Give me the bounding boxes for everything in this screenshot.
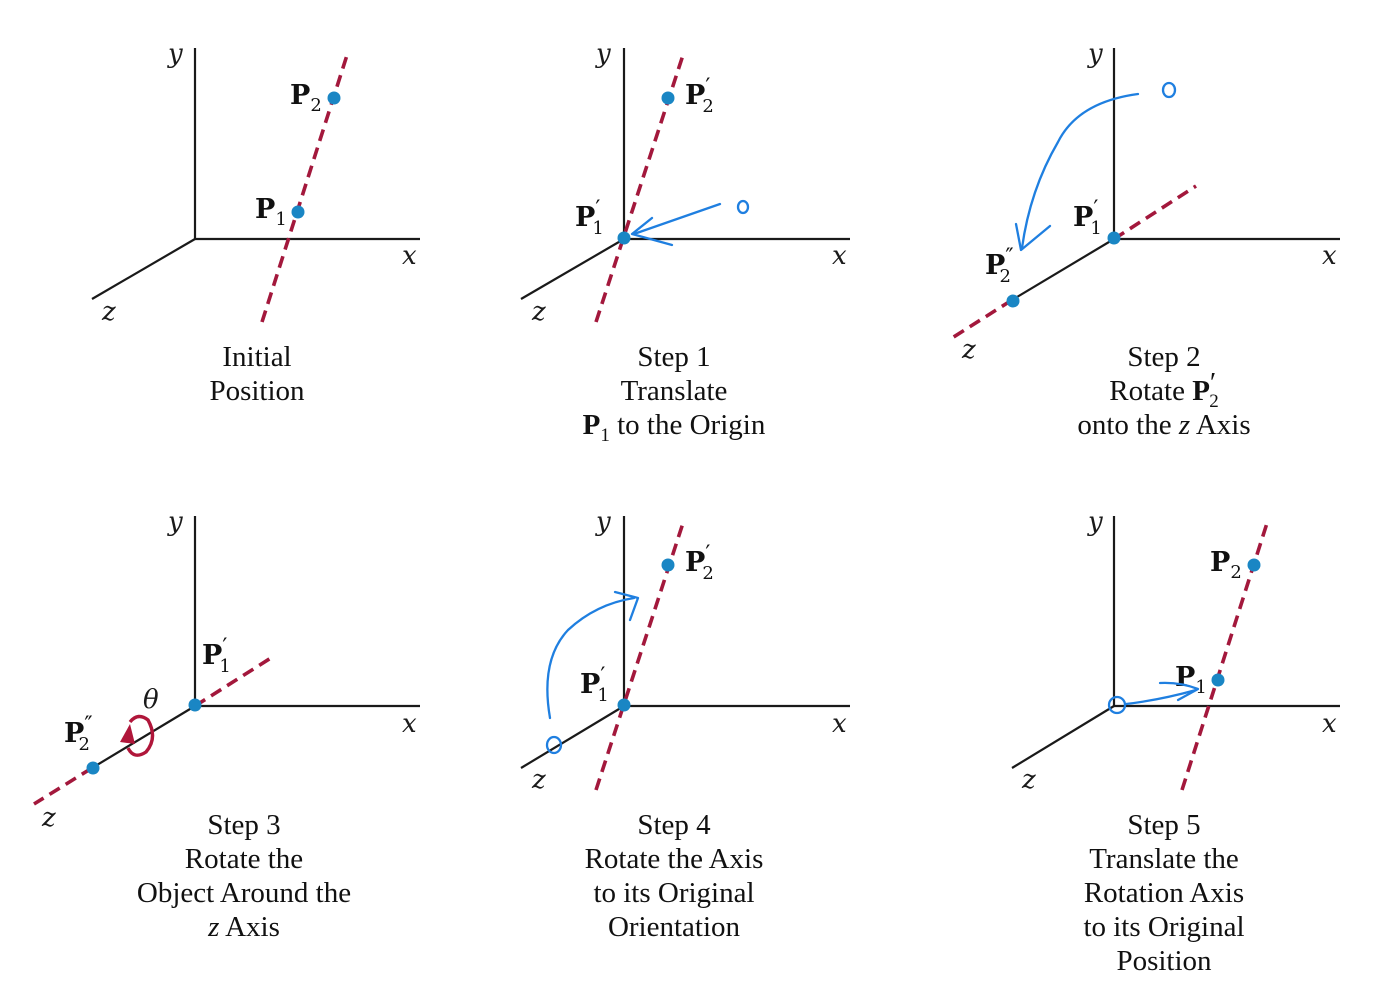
y-axis-label: y bbox=[167, 507, 183, 537]
caption-line-1: Initial bbox=[222, 341, 291, 373]
label-p1-prime: P′ 1 bbox=[580, 664, 609, 706]
caption-line-2: Rotate P′ 2 bbox=[1109, 367, 1219, 412]
handwritten-arrow bbox=[1107, 681, 1200, 715]
caption-line-3: Object Around the bbox=[137, 877, 351, 909]
x-axis-label: x bbox=[832, 709, 847, 739]
handwritten-arrow bbox=[1014, 81, 1177, 252]
y-axis-label: y bbox=[1087, 39, 1103, 69]
z-axis-label: z bbox=[531, 297, 546, 327]
x-axis-label: x bbox=[402, 241, 417, 271]
label-p2: P2 bbox=[1210, 547, 1242, 583]
point-p2-double-prime bbox=[86, 761, 100, 775]
y-axis-label: y bbox=[1087, 507, 1103, 537]
x-axis-label: x bbox=[402, 709, 417, 739]
rotation-axis-back bbox=[194, 654, 275, 708]
label-p2-prime: P′ 2 bbox=[685, 75, 714, 117]
point-p1-prime bbox=[617, 231, 631, 245]
caption-line-4: z Axis bbox=[207, 911, 280, 943]
caption-line-1: Step 3 bbox=[207, 809, 280, 841]
z-axis bbox=[520, 238, 625, 300]
rotation-arrow-icon bbox=[120, 714, 155, 757]
caption-line-2: Rotate the Axis bbox=[585, 843, 764, 875]
z-axis-label: z bbox=[101, 297, 116, 327]
point-p1-prime bbox=[1107, 231, 1121, 245]
point-p2 bbox=[327, 91, 341, 105]
theta-label: θ bbox=[143, 685, 159, 715]
y-axis-label: y bbox=[595, 39, 611, 69]
point-p2-double-prime bbox=[1006, 294, 1020, 308]
panel-step3: y x z P′ 1 P″ 2 θ Step 3 Rotate the Object… bbox=[33, 507, 420, 943]
caption-line-3: Rotation Axis bbox=[1084, 877, 1244, 909]
z-axis-label: z bbox=[961, 335, 976, 365]
caption-line-3: to its Original bbox=[593, 877, 754, 909]
rotation-axis-back bbox=[1113, 184, 1197, 241]
rotation-axis-front bbox=[951, 298, 1013, 340]
caption-line-2: Rotate the bbox=[185, 843, 303, 875]
point-p2 bbox=[1247, 558, 1261, 572]
label-p1-prime: P′ 1 bbox=[202, 635, 231, 677]
point-p1-prime bbox=[188, 698, 202, 712]
handwritten-arrow bbox=[545, 590, 640, 755]
panel-initial: y x z P2 P1 Initial Position bbox=[91, 39, 420, 407]
caption-line-2: Translate bbox=[621, 375, 728, 407]
point-p2-prime bbox=[661, 91, 675, 105]
label-p1: P1 bbox=[255, 194, 287, 230]
label-p2: P2 bbox=[290, 80, 322, 116]
point-p1 bbox=[1211, 673, 1225, 687]
handwritten-arrow bbox=[630, 199, 750, 247]
point-p1 bbox=[291, 205, 305, 219]
label-p2-prime: P′ 2 bbox=[685, 542, 714, 584]
caption-line-4: to its Original bbox=[1083, 911, 1244, 943]
z-axis bbox=[520, 705, 625, 769]
z-axis bbox=[91, 238, 196, 300]
z-axis-label: z bbox=[531, 765, 546, 795]
point-p2-prime bbox=[661, 558, 675, 572]
x-axis-label: x bbox=[1322, 709, 1337, 739]
caption-line-4: Orientation bbox=[608, 911, 741, 943]
caption-line-3: P1 to the Origin bbox=[583, 409, 766, 446]
caption-line-1: Step 1 bbox=[637, 341, 710, 373]
y-axis-label: y bbox=[167, 39, 183, 69]
panel-step1: y x z P′ 2 P′ 1 Step 1 Translate P1 to the… bbox=[520, 39, 850, 446]
caption-line-1: Step 2 bbox=[1127, 341, 1200, 373]
z-axis bbox=[91, 705, 196, 769]
caption-line-1: Step 5 bbox=[1127, 809, 1200, 841]
label-p2-double-prime: P″ 2 bbox=[985, 245, 1014, 287]
label-p2-double-prime: P″ 2 bbox=[64, 713, 93, 755]
label-p1-prime: P′ 1 bbox=[1073, 197, 1102, 239]
rotation-axis-front bbox=[33, 766, 93, 806]
z-axis bbox=[1011, 238, 1115, 301]
point-p1-prime bbox=[617, 698, 631, 712]
panel-step2: y x z P′ 1 P″ 2 Step 2 Rotate P′ 2 onto the… bbox=[951, 39, 1340, 441]
caption-line-2: Position bbox=[209, 375, 305, 407]
caption-line-1: Step 4 bbox=[637, 809, 711, 841]
label-p1-prime: P′ 1 bbox=[575, 197, 604, 239]
caption-line-5: Position bbox=[1116, 945, 1212, 977]
caption-line-3: onto the z Axis bbox=[1077, 409, 1250, 441]
x-axis-label: x bbox=[1322, 241, 1337, 271]
caption-line-2: Translate the bbox=[1089, 843, 1239, 875]
y-axis-label: y bbox=[595, 507, 611, 537]
z-axis-label: z bbox=[41, 803, 56, 833]
x-axis-label: x bbox=[832, 241, 847, 271]
panel-step4: y x z P′ 2 P′ 1 Step 4 Rotate the Axis to … bbox=[520, 507, 850, 943]
z-axis-label: z bbox=[1021, 765, 1036, 795]
panel-step5: y x z P2 P1 Step 5 Translate the Rotatio… bbox=[1011, 507, 1340, 977]
z-axis bbox=[1011, 705, 1115, 769]
